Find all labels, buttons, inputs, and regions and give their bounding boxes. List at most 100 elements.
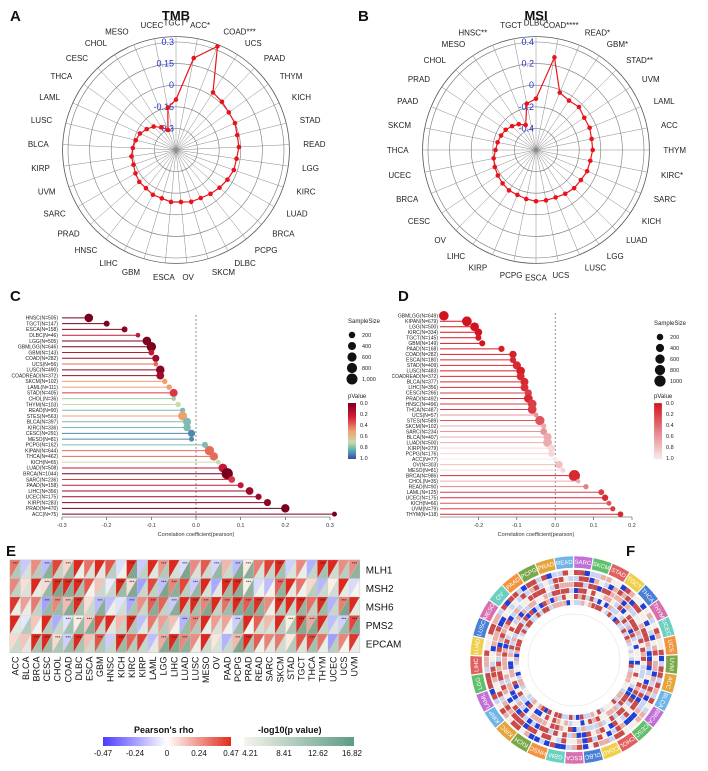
circos-cell <box>637 692 645 699</box>
lollipop-dot <box>617 511 624 518</box>
lollipop-x-tick-label: 0.1 <box>237 523 245 529</box>
lollipop-row-label: COAD(N=282) <box>25 356 58 362</box>
heatmap-column-label: KIRP <box>138 657 148 678</box>
radar-spoke <box>441 86 537 151</box>
circos-cell <box>545 585 552 593</box>
size-legend-label: 400 <box>670 346 679 352</box>
circos-cell <box>571 744 578 750</box>
color-legend-label: 0.4 <box>360 423 368 429</box>
radar-category-label: READ <box>303 140 325 149</box>
heatmap-significance: *** <box>288 617 294 622</box>
heatmap-column-label: UVM <box>350 657 360 677</box>
circos-cell <box>634 648 640 653</box>
circos-cell <box>606 596 613 604</box>
circos-cell <box>634 715 643 723</box>
circos-cell <box>544 605 551 613</box>
circos-cell <box>632 672 639 678</box>
circos-cell <box>578 582 584 588</box>
lollipop-dot <box>598 489 605 496</box>
circos-cell <box>618 729 626 737</box>
radar-title: TMB <box>162 8 190 23</box>
radar-series-line <box>130 45 240 203</box>
circos-cell <box>623 611 630 618</box>
radar-data-point <box>137 131 143 136</box>
radar-spoke <box>535 149 600 245</box>
heatmap-significance: *** <box>76 598 82 603</box>
circos-cell <box>494 686 502 693</box>
lollipop-row-label: BRCA(N=1044) <box>23 472 58 478</box>
circos-cell <box>615 709 623 717</box>
circos-cell <box>489 623 497 631</box>
lollipop-dot <box>263 498 272 507</box>
radar-category-label: BRCA <box>396 195 419 204</box>
lollipop-row-label: LUAD(N=500) <box>406 440 438 446</box>
circos-cell <box>614 619 621 626</box>
heatmap-column-label: BLCA <box>21 657 31 681</box>
circos-cell <box>605 730 613 737</box>
circos-cell <box>645 670 652 676</box>
radar-category-label: HNSC** <box>458 28 487 37</box>
circos-sector-band <box>469 635 485 656</box>
radar-spoke <box>175 67 255 151</box>
circos-cell <box>638 711 646 719</box>
heatmap-significance: *** <box>203 598 209 603</box>
radar-spoke <box>424 149 537 173</box>
circos-cell <box>557 595 562 602</box>
circos-cell <box>506 682 513 689</box>
circos-cell <box>489 688 496 696</box>
circos-cell <box>629 693 637 700</box>
circos-cell <box>625 638 632 644</box>
heatmap-column-label: DLBC <box>74 656 84 681</box>
lollipop-dot <box>237 482 244 489</box>
rho-legend-title: Pearson's rho <box>134 725 194 735</box>
radar-category-label: COAD*** <box>223 28 255 37</box>
circos-cell <box>563 576 569 582</box>
circos-cell <box>536 730 543 738</box>
circos-cell <box>546 709 553 716</box>
radar-data-point <box>578 177 584 183</box>
lollipop-dot <box>509 356 517 364</box>
heatmap-row-label: MSH6 <box>366 602 394 613</box>
circos-cell <box>514 649 520 655</box>
heatmap-column-label: LUSC <box>191 656 201 681</box>
lollipop-row-label: STES(N=563) <box>27 414 59 420</box>
circos-cell <box>627 606 635 614</box>
radar-data-point <box>533 96 539 101</box>
circos-cell <box>496 656 502 662</box>
circos-cell <box>597 605 603 612</box>
circos-cell <box>617 690 625 697</box>
heatmap-cell-pvalue <box>349 633 360 653</box>
radar-category-label: LUSC <box>31 116 53 125</box>
heatmap-significance: *** <box>76 580 82 585</box>
circos-cell <box>508 669 515 674</box>
radar-spoke <box>535 55 600 151</box>
circos-cell <box>520 618 527 625</box>
circos-cell <box>493 697 501 705</box>
circos-cell <box>496 670 503 677</box>
circos-cell <box>645 625 653 632</box>
lollipop-x-tick-label: -0.2 <box>102 523 111 529</box>
circos-cell <box>639 602 647 611</box>
circos-center <box>527 613 621 707</box>
radar-category-label: STAD** <box>626 56 653 65</box>
circos-cell <box>640 656 646 661</box>
radar-data-point <box>515 192 520 198</box>
lollipop-row-label: ACC(N=77) <box>412 457 438 463</box>
circos-cell <box>553 596 559 603</box>
heatmap-significance: *** <box>225 598 231 603</box>
circos-sector-label: BLCA <box>656 692 668 709</box>
circos-cell <box>565 594 570 600</box>
circos-sector-band <box>583 747 604 764</box>
circos-sector-label: UCEC <box>660 619 672 638</box>
circos-cell <box>578 576 585 582</box>
circos-cell <box>627 628 634 635</box>
circos-cell <box>560 738 567 744</box>
circos-sector-label: UVM <box>668 657 675 671</box>
heatmap-significance: *** <box>235 580 241 585</box>
lollipop-row-label: MESO(N=81) <box>28 437 58 443</box>
circos-cell <box>524 700 531 707</box>
circos-cell <box>576 744 583 750</box>
circos-sector-band <box>616 731 639 753</box>
lollipop-row-label: LGG(N=500) <box>409 325 438 331</box>
